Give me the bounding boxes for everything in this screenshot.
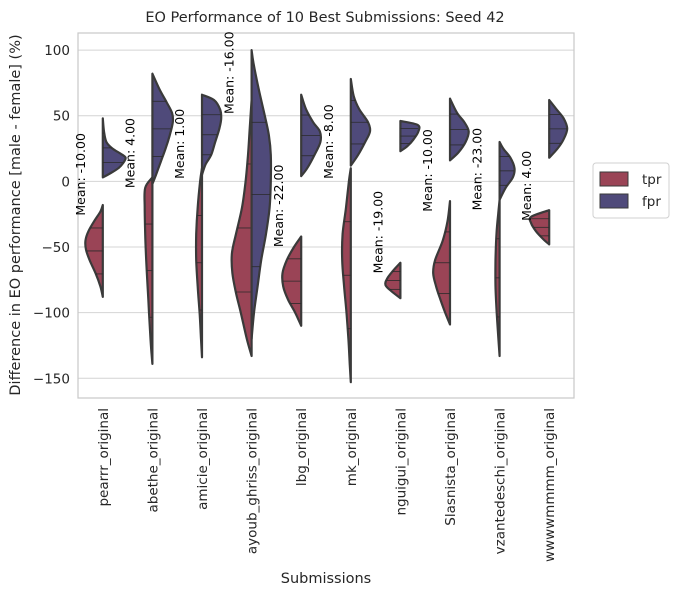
legend-swatch-fpr <box>599 193 629 209</box>
legend: tpr fpr <box>592 162 670 219</box>
x-tick-label: ayoub_ghriss_original <box>245 408 261 554</box>
mean-label: Mean: -19.00 <box>370 191 385 274</box>
legend-label-fpr: fpr <box>642 194 661 210</box>
violin-vzantedeschi_original <box>494 140 516 358</box>
violin-amicie_original <box>194 93 223 359</box>
violin-lbg_original <box>281 93 323 327</box>
x-tick-label: nguigui_original <box>393 408 409 516</box>
mean-label: Mean: -10.00 <box>420 129 435 212</box>
x-tick-label: abethe_original <box>145 408 161 513</box>
violin-mk_original <box>340 77 372 384</box>
y-tick-label: −50 <box>42 240 71 256</box>
violin-pearrr_original <box>84 117 127 298</box>
chart-title: EO Performance of 10 Best Submissions: S… <box>145 10 504 26</box>
violins <box>84 49 569 384</box>
x-tick-label: Slasnista_original <box>443 408 459 526</box>
y-tick-label: 50 <box>53 109 70 125</box>
mean-label: Mean: -10.00 <box>73 133 88 216</box>
y-tick-label: 100 <box>44 43 70 59</box>
x-tick-label: mk_original <box>344 408 360 486</box>
violin-Slasnista_original <box>432 97 470 326</box>
y-tick-labels: −150 −100 −50 0 50 100 <box>33 43 70 387</box>
mean-label: Mean: -8.00 <box>321 104 336 179</box>
violin-abethe_original <box>143 72 175 365</box>
mean-label: Mean: -23.00 <box>470 128 485 211</box>
x-tick-label: vzantedeschi_original <box>493 408 509 554</box>
legend-label-tpr: tpr <box>642 172 662 188</box>
y-tick-label: −150 <box>33 371 70 387</box>
legend-swatch-tpr <box>599 171 629 187</box>
x-tick-label: pearrr_original <box>96 408 112 507</box>
mean-label: Mean: 1.00 <box>172 109 187 179</box>
plot-frame <box>77 32 575 399</box>
x-tick-labels: pearrr_original abethe_original amicie_ori… <box>96 408 558 562</box>
mean-label: Mean: 4.00 <box>519 151 534 221</box>
y-tick-label: 0 <box>61 174 70 190</box>
mean-labels: Mean: -10.00 Mean: 4.00 Mean: 1.00 Mean: -1… <box>73 31 534 273</box>
y-tick-label: −100 <box>33 306 70 322</box>
x-tick-label: lbg_original <box>294 408 310 486</box>
mean-label: Mean: 4.00 <box>122 118 137 188</box>
x-axis-label: Submissions <box>281 571 372 587</box>
mean-label: Mean: -16.00 <box>222 31 237 114</box>
x-tick-label: amicie_original <box>195 408 211 510</box>
violin-ayoub_ghriss_original <box>230 49 273 358</box>
violin-nguigui_original <box>384 119 421 300</box>
mean-label: Mean: -22.00 <box>271 165 286 248</box>
violin-wwwwmmmm_original <box>528 98 569 246</box>
x-tick-label: wwwwmmmm_original <box>542 408 558 562</box>
y-axis-label: Difference in EO performance [male - fem… <box>8 34 24 395</box>
